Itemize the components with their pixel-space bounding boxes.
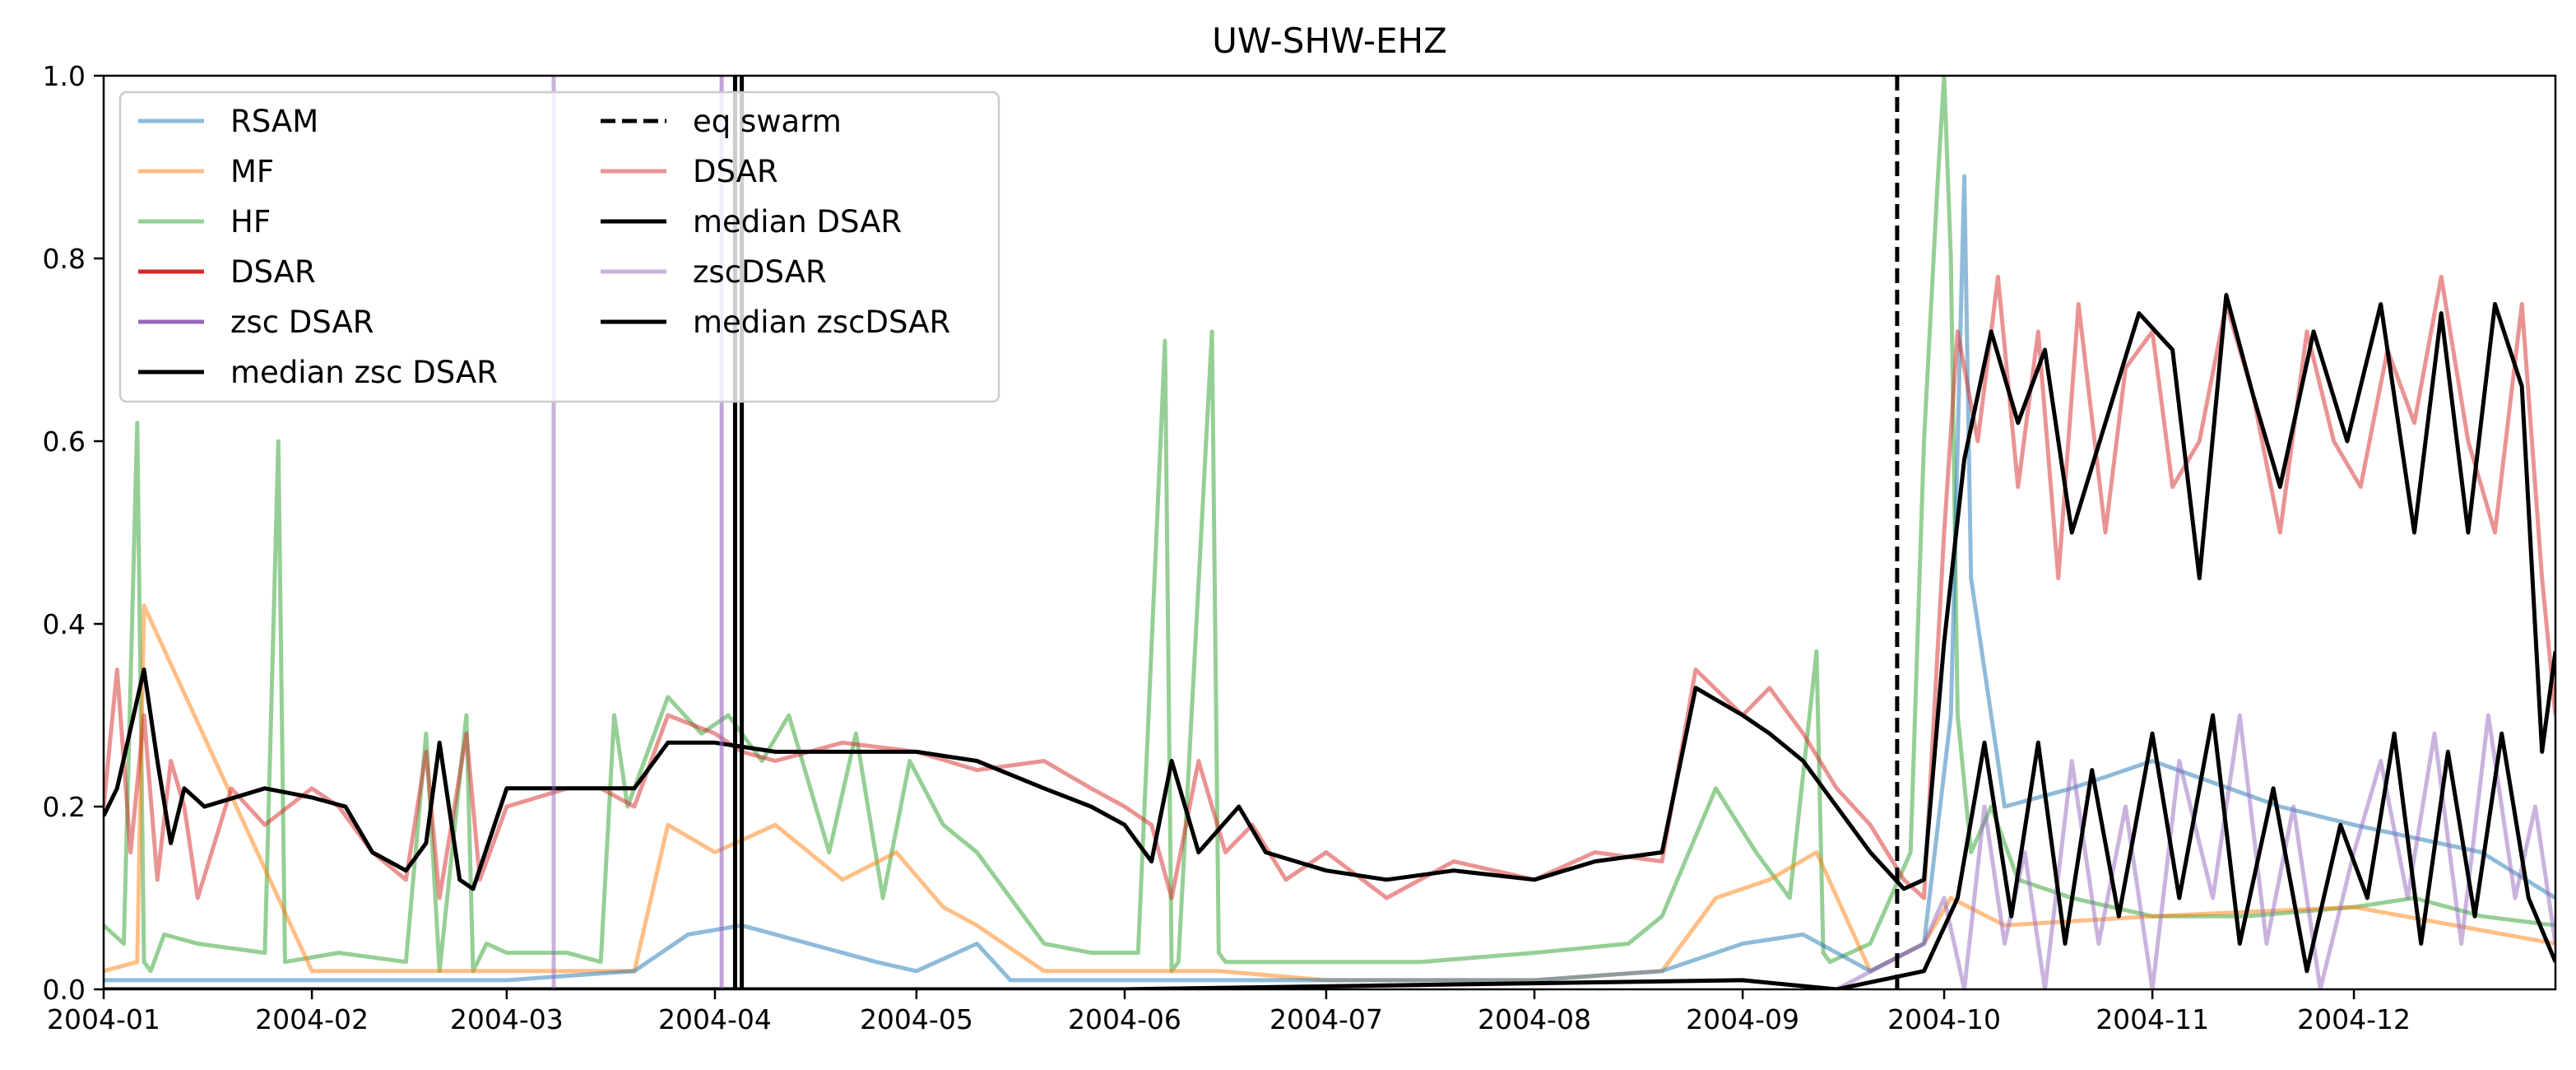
y-tick-label: 0.0 — [43, 974, 86, 1006]
series-line-median-dsar — [104, 292, 2555, 891]
series-line-zscdsar — [104, 713, 2555, 989]
y-tick-label: 0.4 — [43, 608, 86, 640]
series-line-rsam — [104, 174, 2555, 983]
x-tick-label: 2004-11 — [2096, 1003, 2209, 1035]
legend-label: DSAR — [230, 254, 316, 290]
legend-label: eq swarm — [693, 104, 842, 139]
series-layer — [104, 76, 2555, 989]
x-tick-label: 2004-06 — [1068, 1003, 1181, 1035]
x-tick-label: 2004-03 — [450, 1003, 564, 1035]
x-axis: 2004-01 2004-02 2004-03 2004-04 2004-05 2004-… — [47, 989, 2411, 1035]
y-tick-label: 0.8 — [43, 243, 86, 275]
legend: RSAM MF HF DSAR zsc DSAR median zsc DSAR eq sw… — [118, 91, 1000, 403]
chart-title: UW-SHW-EHZ — [1212, 21, 1447, 61]
legend-label: median zscDSAR — [693, 305, 950, 340]
legend-label: HF — [230, 204, 271, 240]
x-tick-label: 2004-01 — [47, 1003, 160, 1035]
x-tick-label: 2004-02 — [255, 1003, 369, 1035]
legend-label: RSAM — [230, 104, 318, 139]
series-line-median-zscdsar — [104, 713, 2555, 989]
x-tick-label: 2004-12 — [2297, 1003, 2411, 1035]
y-tick-label: 1.0 — [43, 60, 86, 92]
series-line-mf — [104, 603, 2555, 983]
legend-label: zscDSAR — [693, 254, 827, 290]
legend-label: median zsc DSAR — [230, 355, 498, 390]
x-tick-label: 2004-04 — [658, 1003, 772, 1035]
legend-label: DSAR — [693, 154, 778, 189]
y-tick-label: 0.2 — [43, 791, 86, 823]
plot-frame — [102, 74, 2557, 991]
legend-label: MF — [230, 154, 274, 189]
series-line-hf — [104, 76, 2555, 974]
x-tick-label: 2004-10 — [1887, 1003, 2001, 1035]
y-tick-label: 0.6 — [43, 426, 86, 458]
x-tick-label: 2004-05 — [860, 1003, 973, 1035]
legend-label: zsc DSAR — [230, 305, 374, 340]
x-tick-label: 2004-08 — [1478, 1003, 1591, 1035]
x-tick-label: 2004-07 — [1269, 1003, 1383, 1035]
y-axis: 0.0 0.2 0.4 0.6 0.8 1.0 — [43, 60, 104, 1006]
x-tick-label: 2004-09 — [1686, 1003, 1799, 1035]
legend-label: median DSAR — [693, 204, 902, 240]
legend-box — [118, 91, 1000, 403]
